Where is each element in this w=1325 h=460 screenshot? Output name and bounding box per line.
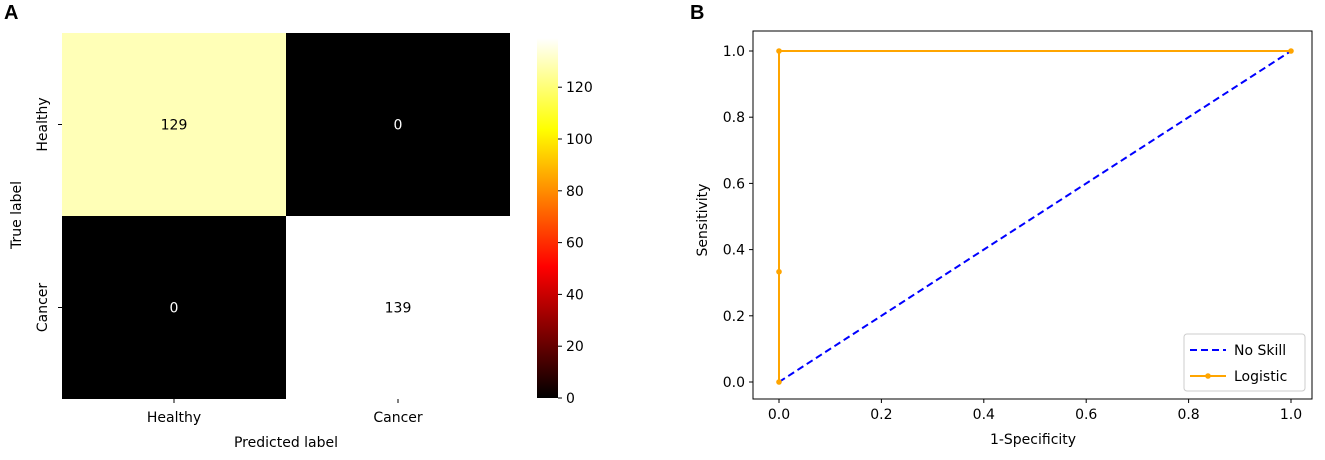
roc-xlabel: 1-Specificity bbox=[990, 432, 1076, 448]
roc-y-tick-label: 0.4 bbox=[723, 243, 745, 259]
legend-label: No Skill bbox=[1234, 343, 1286, 359]
colorbar-gradient bbox=[537, 38, 558, 398]
roc-x-tick-label: 0.2 bbox=[870, 407, 892, 423]
roc-point bbox=[776, 48, 782, 54]
colorbar-tick-label: 120 bbox=[566, 80, 593, 96]
heatmap-y-tick-label: Healthy bbox=[35, 97, 51, 151]
roc-plot-frame bbox=[752, 30, 1313, 400]
roc-chart: 1-Specificity Sensitivity 0.0 0.2 0.4 0.6 0.… bbox=[695, 30, 1313, 448]
roc-y-tick-label: 0.6 bbox=[723, 176, 745, 192]
roc-y-tick-label: 1.0 bbox=[723, 44, 745, 60]
confusion-matrix: 129 0 0 139 bbox=[62, 33, 510, 399]
roc-point bbox=[776, 379, 782, 385]
roc-point bbox=[1288, 48, 1294, 54]
colorbar-tick-label: 0 bbox=[566, 391, 575, 407]
heatmap-y-tick-label: Cancer bbox=[35, 283, 51, 333]
legend-label: Logistic bbox=[1234, 369, 1287, 385]
heatmap-cell-value: 0 bbox=[170, 301, 179, 317]
heatmap-cell-value: 0 bbox=[394, 118, 403, 134]
panel-label-a: A bbox=[4, 2, 19, 24]
heatmap-cell bbox=[286, 33, 510, 216]
roc-point bbox=[776, 268, 782, 275]
roc-legend: No Skill Logistic bbox=[1183, 333, 1306, 392]
colorbar-tick-label: 40 bbox=[566, 287, 584, 303]
roc-y-tick-label: 0.2 bbox=[723, 309, 745, 325]
heatmap-cell-value: 129 bbox=[161, 118, 188, 134]
colorbar-tick-label: 60 bbox=[566, 236, 584, 252]
roc-x-tick-label: 0.6 bbox=[1075, 407, 1097, 423]
panel-label-b: B bbox=[690, 2, 705, 24]
roc-x-tick-label: 0.4 bbox=[973, 407, 995, 423]
heatmap-xlabel: Predicted label bbox=[234, 435, 338, 451]
heatmap-cell-value: 139 bbox=[385, 301, 412, 317]
heatmap-cell bbox=[62, 33, 286, 216]
heatmap-x-tick-label: Healthy bbox=[147, 410, 201, 426]
heatmap-ylabel: True label bbox=[9, 181, 25, 250]
colorbar-tick-label: 100 bbox=[566, 132, 593, 148]
heatmap-cell bbox=[286, 216, 510, 399]
roc-x-tick-label: 1.0 bbox=[1280, 407, 1302, 423]
roc-series-line bbox=[778, 50, 1291, 382]
roc-ylabel: Sensitivity bbox=[695, 184, 711, 257]
heatmap-cell bbox=[62, 216, 286, 399]
confusion-matrix-labels: Predicted label True label Healthy Cancer… bbox=[9, 97, 423, 451]
colorbar-tick-label: 20 bbox=[566, 339, 584, 355]
roc-x-tick-label: 0.0 bbox=[768, 407, 790, 423]
roc-y-tick-label: 0.8 bbox=[723, 110, 745, 126]
roc-x-tick-label: 0.8 bbox=[1177, 407, 1199, 423]
colorbar: 0 20 40 60 80 100 120 bbox=[537, 38, 593, 407]
heatmap-x-tick-label: Cancer bbox=[373, 410, 423, 426]
roc-y-tick-label: 0.0 bbox=[723, 375, 745, 391]
roc-series-line bbox=[778, 50, 1292, 383]
colorbar-tick-label: 80 bbox=[566, 184, 584, 200]
legend-marker bbox=[1205, 373, 1211, 379]
